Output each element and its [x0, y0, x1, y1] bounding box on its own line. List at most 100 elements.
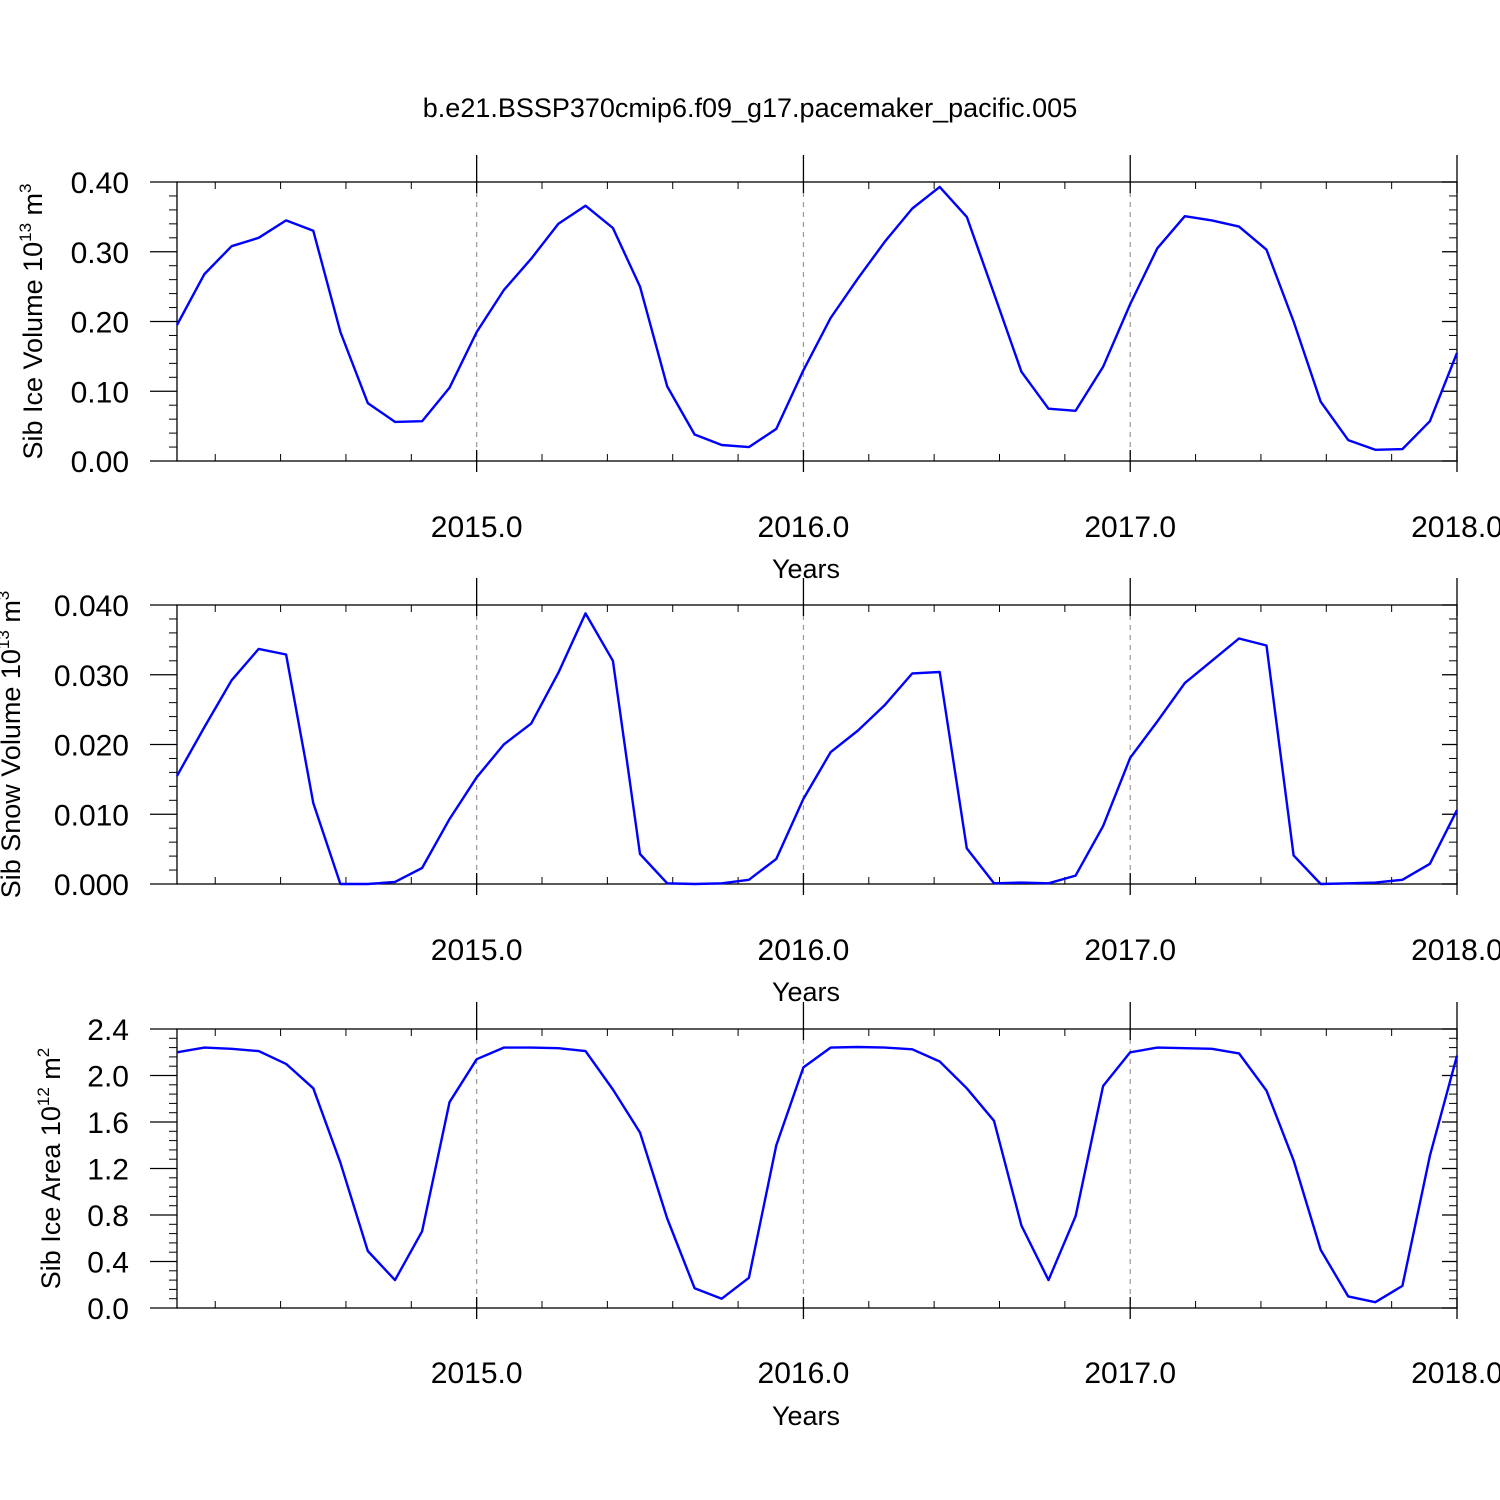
data-point	[503, 743, 505, 745]
data-point	[1347, 1295, 1349, 1297]
data-point	[612, 227, 614, 229]
data-point	[666, 882, 668, 884]
data-point	[1211, 660, 1213, 662]
data-point	[966, 216, 968, 218]
data-point	[612, 1088, 614, 1090]
data-point	[802, 1066, 804, 1068]
data-point	[1156, 720, 1158, 722]
x-tick-label: 2016.0	[758, 511, 850, 544]
y-tick-label: 0.40	[71, 167, 129, 200]
x-tick-label: 2017.0	[1084, 934, 1176, 967]
y-axis-label-unit: m	[0, 600, 26, 630]
data-point	[557, 223, 559, 225]
data-point	[1102, 1085, 1104, 1087]
y-tick-label: 0.00	[71, 446, 129, 479]
y-tick-label: 2.0	[87, 1061, 129, 1094]
data-point	[1347, 439, 1349, 441]
y-axis-label-unit: m	[18, 193, 48, 223]
panel-2: 2015.0 2016.0 2017.0 2018.0 0.000 0.010 0.020 0…	[0, 578, 1500, 1007]
y-tick-label: 0.020	[54, 730, 129, 763]
data-point	[584, 205, 586, 207]
data-point	[911, 1048, 913, 1050]
series-line	[175, 185, 1459, 451]
data-point	[1429, 420, 1431, 422]
data-point	[1184, 215, 1186, 217]
data-point	[1401, 448, 1403, 450]
data-point	[1211, 219, 1213, 221]
data-point	[1074, 410, 1076, 412]
data-point	[1184, 682, 1186, 684]
data-point	[1047, 407, 1049, 409]
data-point	[1265, 644, 1267, 646]
plot-frame	[176, 181, 1458, 462]
data-point	[503, 1046, 505, 1048]
data-point	[448, 387, 450, 389]
data-point	[1429, 863, 1431, 865]
data-point	[1374, 881, 1376, 883]
data-point	[1020, 371, 1022, 373]
data-point	[1020, 1224, 1022, 1226]
data-point	[1320, 1249, 1322, 1251]
data-point	[1292, 320, 1294, 322]
data-point	[639, 853, 641, 855]
y-axis-label-text: Sib Ice Volume 10	[18, 242, 48, 460]
y-tick-label: 1.2	[87, 1154, 129, 1187]
data-point	[257, 648, 259, 650]
y-tick-label: 0.4	[87, 1247, 129, 1280]
y-tick-label: 2.4	[87, 1014, 129, 1047]
data-point	[475, 1058, 477, 1060]
x-tick-label: 2018.0	[1411, 511, 1500, 544]
data-point	[421, 420, 423, 422]
data-point	[802, 369, 804, 371]
y-axis-label: Sib Ice Volume 1013 m3	[16, 183, 48, 459]
data-point	[721, 882, 723, 884]
data-point	[939, 1060, 941, 1062]
data-point	[1047, 1279, 1049, 1281]
series-line	[176, 1045, 1459, 1304]
data-point	[884, 240, 886, 242]
y-axis-label: Sib Ice Area 1012 m2	[34, 1048, 66, 1290]
data-point	[857, 277, 859, 279]
data-point	[857, 1046, 859, 1048]
data-point	[230, 1048, 232, 1050]
data-point	[721, 444, 723, 446]
data-point	[721, 1298, 723, 1300]
data-point	[312, 1087, 314, 1089]
y-tick-label: 0.010	[54, 799, 129, 832]
data-point	[421, 867, 423, 869]
plot-frame	[176, 1028, 1458, 1309]
data-point	[1292, 854, 1294, 856]
data-point	[257, 237, 259, 239]
y-axis-label-exponent: 13	[0, 630, 13, 649]
data-point	[1320, 401, 1322, 403]
y-tick-label: 0.000	[54, 869, 129, 902]
data-point	[1456, 809, 1458, 811]
x-tick-label: 2015.0	[431, 934, 523, 967]
data-point	[176, 775, 178, 777]
panel-3: 2015.0 2016.0 2017.0 2018.0 0.0 0.4 0.8 1.2 1.6 2…	[34, 1002, 1500, 1431]
data-point	[1211, 1048, 1213, 1050]
data-point	[666, 1217, 668, 1219]
data-point	[748, 879, 750, 881]
data-point	[421, 1230, 423, 1232]
data-point	[584, 1050, 586, 1052]
data-point	[557, 1047, 559, 1049]
plot-frame	[176, 604, 1458, 885]
data-point	[285, 1063, 287, 1065]
data-point	[339, 883, 341, 885]
data-point	[367, 402, 369, 404]
series-line	[175, 612, 1459, 886]
data-point	[203, 1046, 205, 1048]
x-tick-label: 2015.0	[431, 1357, 523, 1390]
data-point	[1456, 1055, 1458, 1057]
y-axis-label-unit-exponent: 2	[34, 1048, 53, 1057]
data-point	[1156, 247, 1158, 249]
data-point	[1292, 1159, 1294, 1161]
data-point	[1129, 1051, 1131, 1053]
data-point	[230, 679, 232, 681]
y-tick-label: 0.20	[71, 307, 129, 340]
data-point	[748, 1277, 750, 1279]
y-axis-label-text: Sib Snow Volume 10	[0, 649, 26, 898]
data-point	[693, 1287, 695, 1289]
